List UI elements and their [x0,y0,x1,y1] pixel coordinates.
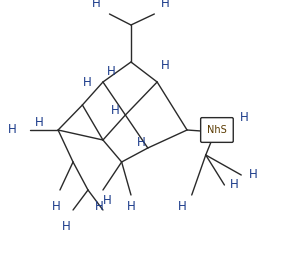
Text: H: H [103,193,112,207]
Text: H: H [127,200,135,213]
Text: H: H [52,200,61,213]
Text: H: H [137,136,146,149]
Text: H: H [239,111,248,124]
Text: H: H [83,76,92,89]
Text: H: H [111,104,120,117]
Text: H: H [161,59,170,72]
Text: H: H [95,200,104,213]
Text: H: H [91,0,100,10]
Text: NhS: NhS [207,125,227,135]
Text: H: H [35,115,43,128]
Text: H: H [230,179,239,192]
Text: H: H [61,220,70,233]
Text: H: H [249,169,258,182]
FancyBboxPatch shape [201,118,233,142]
Text: H: H [107,65,116,78]
Text: H: H [178,200,187,213]
Text: H: H [8,124,17,137]
Text: H: H [161,0,170,10]
